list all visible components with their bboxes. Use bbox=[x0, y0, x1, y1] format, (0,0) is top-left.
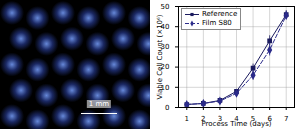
svg-text:Viable Cell Count (×10⁶): Viable Cell Count (×10⁶) bbox=[156, 14, 164, 99]
html-text:Reference: Reference bbox=[202, 10, 238, 18]
svg-text:7: 7 bbox=[284, 115, 288, 123]
html-text:1 mm: 1 mm bbox=[88, 100, 110, 109]
svg-text:20: 20 bbox=[160, 63, 170, 72]
svg-text:0: 0 bbox=[165, 104, 169, 112]
svg-text:1: 1 bbox=[185, 115, 189, 123]
svg-text:Process Time (days): Process Time (days) bbox=[201, 120, 271, 128]
svg-text:40: 40 bbox=[160, 22, 170, 31]
svg-text:50: 50 bbox=[161, 3, 170, 11]
html-text:Film S80: Film S80 bbox=[202, 19, 232, 27]
svg-text:30: 30 bbox=[160, 43, 170, 52]
svg-text:10: 10 bbox=[160, 83, 170, 92]
